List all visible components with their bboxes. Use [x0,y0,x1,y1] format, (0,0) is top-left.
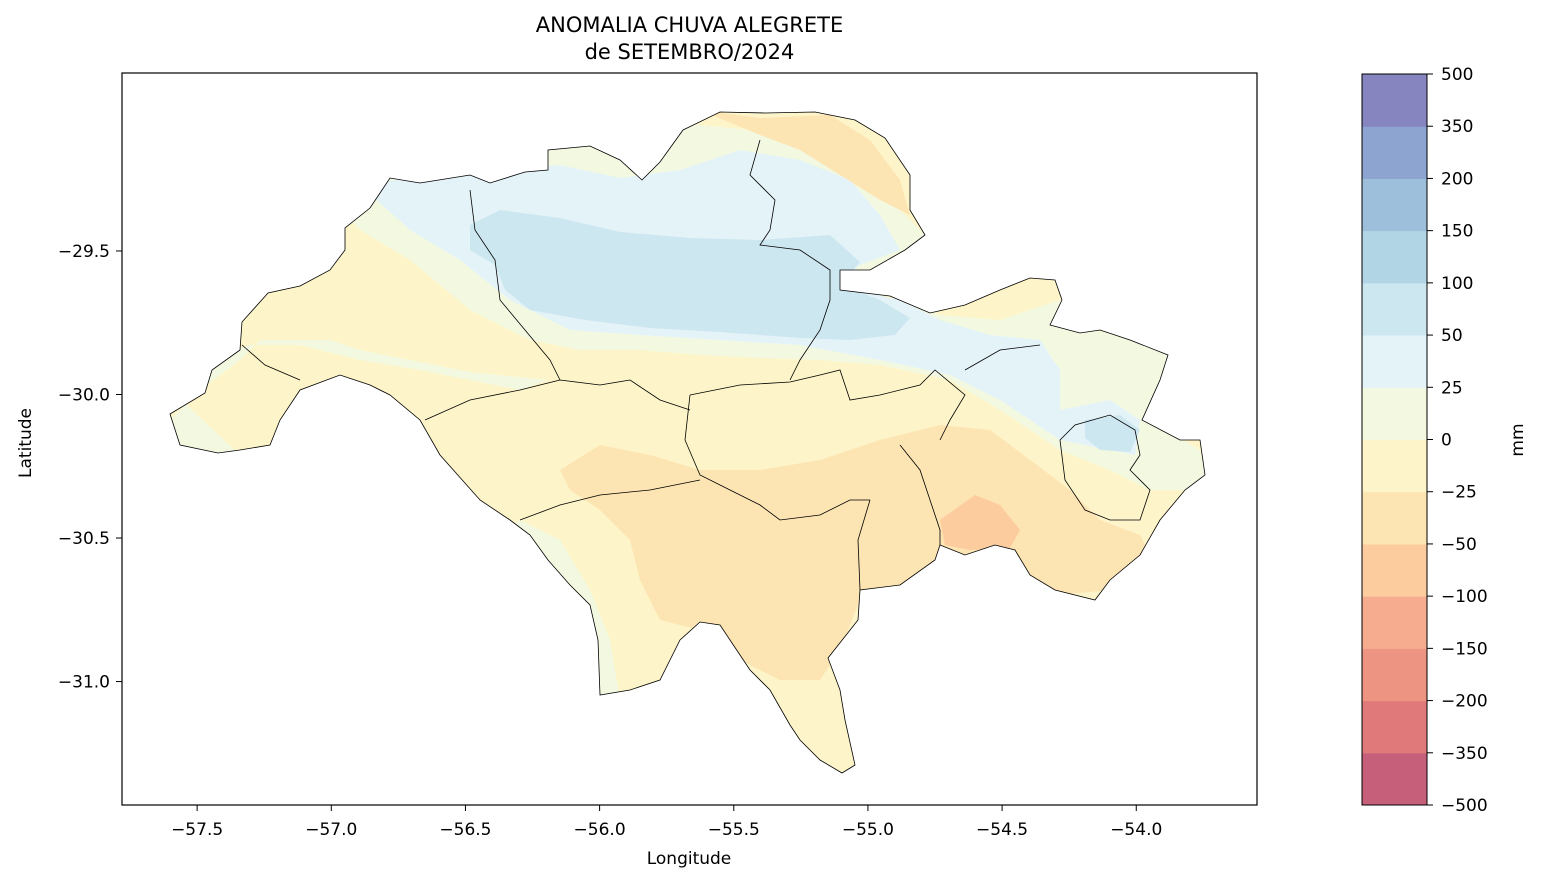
colorbar-tick-label: −25 [1441,483,1477,503]
y-tick-label: −31.0 [58,673,110,693]
border-north-central [469,189,561,381]
x-tick-label: −57.0 [305,820,357,840]
colorbar-tick-label: 0 [1441,431,1452,451]
colorbar-swatch [1362,439,1427,493]
colorbar-swatch [1362,648,1427,702]
colorbar-tick-label: −150 [1441,639,1488,659]
x-tick-label: −55.5 [708,820,760,840]
x-tick-label: −56.0 [574,820,626,840]
colorbar-tick-label: −100 [1441,587,1488,607]
x-tick-label: −54.5 [976,820,1028,840]
colorbar-swatch [1362,543,1427,597]
colorbar-tick-label: 350 [1441,117,1473,137]
border-south-east [899,444,941,545]
colorbar-swatch [1362,596,1427,649]
x-axis-label: Longitude [647,849,732,869]
colorbar-swatch [1362,282,1427,336]
colorbar-tick-label: 100 [1441,274,1473,294]
colorbar-swatch [1362,230,1427,284]
colorbar-swatch [1362,387,1427,440]
colorbar-tick-label: −200 [1441,692,1488,712]
region-boundaries [169,111,1206,774]
colorbar-tick-label: 500 [1441,65,1473,85]
colorbar-tick-label: 50 [1441,326,1463,346]
x-tick-label: −55.0 [842,820,894,840]
border-west-county [241,344,301,381]
y-tick-label: −30.5 [58,529,110,549]
border-central-west [424,379,691,421]
colorbar-swatch [1362,178,1427,232]
border-south-central [857,499,871,591]
anomaly-band-50-100-north [470,210,910,340]
colorbar-label: mm [1508,423,1528,456]
anomaly-band-minus25-minus50-south [560,425,1150,680]
colorbar-tick-label: −350 [1441,744,1488,764]
border-central-south [684,394,870,521]
border-east-county [1059,414,1151,521]
border-central-east [689,369,966,441]
colorbar: −500 −350 −200 −150 −100 −50 −25 0 25 50 100 150 200… [1362,65,1488,816]
x-tick-label: −57.5 [171,820,223,840]
colorbar-tick-label: 150 [1441,222,1473,242]
region-outline [169,111,1206,774]
border-east-inner [964,344,1041,371]
border-north-east [749,139,831,381]
x-ticks: −57.5 −57.0 −56.5 −56.0 −55.5 −55.0 −54.5 −54.0 [171,805,1162,840]
colorbar-swatch [1362,335,1427,388]
chart-title-line2: de SETEMBRO/2024 [584,40,795,64]
anomaly-band-minus50-minus100 [940,495,1020,550]
colorbar-swatch [1362,74,1427,127]
y-axis-label: Latitude [16,408,36,478]
border-south-west [519,479,701,521]
y-tick-label: −30.0 [58,386,110,406]
colorbar-tick-label: −50 [1441,535,1477,555]
anomaly-band-minus25-minus50-northeast [700,112,910,215]
chart-title: ANOMALIA CHUVA ALEGRETE de SETEMBRO/2024 [122,12,1257,66]
colorbar-frame [1361,73,1428,806]
anomaly-band-0-25-west [170,340,548,455]
colorbar-swatch [1362,491,1427,545]
chart-title-line1: ANOMALIA CHUVA ALEGRETE [535,13,844,37]
x-tick-label: −56.5 [439,820,491,840]
colorbar-tick-label: −500 [1441,796,1488,816]
y-tick-label: −29.5 [58,242,110,262]
colorbar-tick-label: 200 [1441,169,1473,189]
x-tick-label: −54.0 [1110,820,1162,840]
colorbar-swatch [1362,700,1427,754]
y-ticks: −29.5 −30.0 −30.5 −31.0 [58,242,122,693]
colorbar-swatch [1362,126,1427,179]
axes-frame [121,72,1258,806]
colorbar-swatch [1362,752,1427,806]
anomaly-band-50-100-east [1085,415,1140,452]
colorbar-tick-label: 25 [1441,378,1463,398]
